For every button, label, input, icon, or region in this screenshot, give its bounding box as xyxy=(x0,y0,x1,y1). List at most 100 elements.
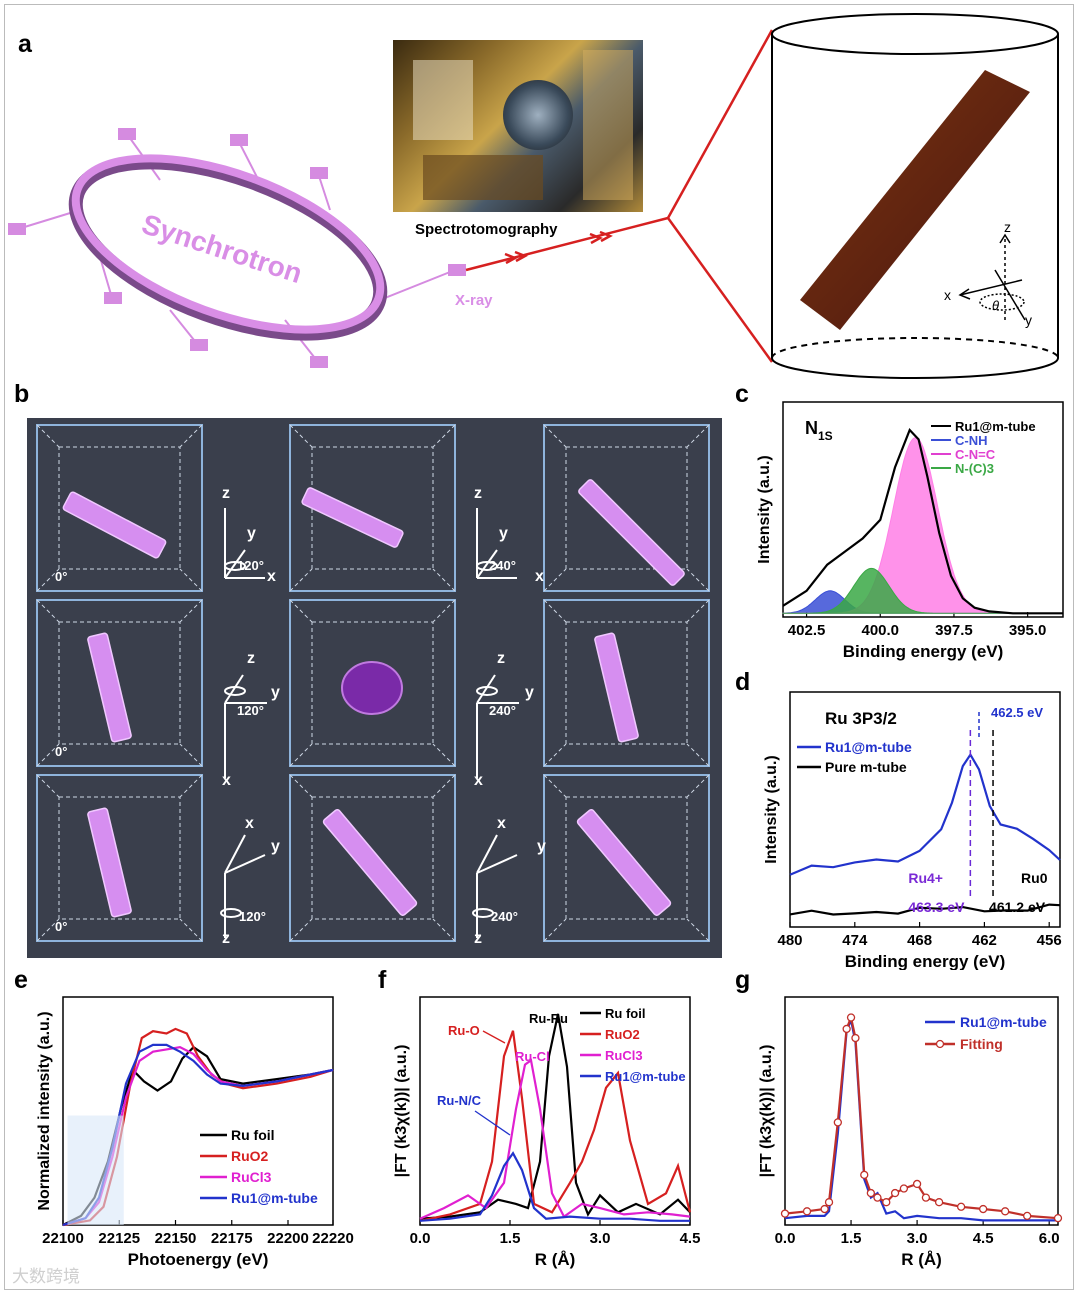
cell-perspective-lines xyxy=(543,599,710,767)
rotation-angle-label: 120° xyxy=(239,909,266,924)
legend-label: RuCl3 xyxy=(605,1048,643,1063)
x-tick-label: 22125 xyxy=(98,1230,140,1247)
cell-border xyxy=(543,599,710,767)
fit-marker xyxy=(842,1024,851,1034)
series-rucl3 xyxy=(419,1058,691,1220)
x-tick-label: 3.0 xyxy=(907,1230,928,1247)
axis-y-label: y xyxy=(537,838,546,855)
angle-0-label: 0° xyxy=(55,919,67,934)
fit-marker xyxy=(820,1204,829,1214)
axis-triad: z y x 240° xyxy=(474,650,534,789)
chart-g-fitting: 0.0 1.5 3.0 4.5 6.0 R (Å) |FT (k3χ(k))| (a.u.)… xyxy=(758,996,1063,1269)
plot-frame xyxy=(784,996,1059,1226)
legend-label: C-N=C xyxy=(955,447,996,462)
legend-label: Ru foil xyxy=(231,1127,275,1143)
cell-border xyxy=(36,599,203,767)
axis-line xyxy=(476,674,496,704)
chart-c-n1s: 402.5 400.0 397.5 395.0 Binding energy (eV) I… xyxy=(756,401,1064,661)
axis-y-label: y xyxy=(525,684,534,701)
axis-x-label: x xyxy=(245,815,254,832)
fit-marker xyxy=(846,1013,856,1022)
plot-frame xyxy=(62,996,334,1226)
fit-marker xyxy=(921,1193,931,1202)
plot-frame xyxy=(419,996,691,1226)
cell-border xyxy=(543,424,710,592)
cell-inner-box xyxy=(565,796,688,920)
series-pure-m-tube xyxy=(789,903,1061,916)
tomo-cell xyxy=(289,599,456,767)
fit-marker xyxy=(899,1184,909,1193)
cell-border xyxy=(36,424,203,592)
x-tick-label: 474 xyxy=(842,932,868,949)
tomo-cell xyxy=(543,774,710,942)
legend-label: RuO2 xyxy=(605,1027,640,1042)
axis-triad: z y x 240° xyxy=(474,485,544,585)
angle-0-label: 0° xyxy=(55,569,67,584)
chart-e-xanes: 22100 22125 22150 22175 22200 22220 Photoenerg… xyxy=(36,996,354,1269)
chart-d-ru3p: 480 474 468 462 456 Binding energy (eV) Intens… xyxy=(763,691,1062,970)
x-axis-label: R (Å) xyxy=(535,1250,576,1269)
ru-o-label: Ru-O xyxy=(448,1023,480,1038)
tube-cross-section xyxy=(341,661,403,715)
ru-ru-label: Ru-Ru xyxy=(529,1011,568,1026)
legend-label: Ru foil xyxy=(605,1006,645,1021)
axis-z-label: z xyxy=(474,485,482,502)
cell-perspective-lines xyxy=(289,599,456,767)
rotation-angle-label: 240° xyxy=(489,703,516,718)
tube-render xyxy=(594,632,639,743)
axis-z-label: z xyxy=(1004,219,1011,235)
series-ru-foil xyxy=(419,1013,691,1220)
axis-y-label: y xyxy=(499,525,508,542)
x-tick-label: 1.5 xyxy=(841,1230,862,1247)
cell-perspective-lines xyxy=(289,424,456,592)
legend-label: C-NH xyxy=(955,433,988,448)
axis-x-label: x xyxy=(497,815,506,832)
rotation-arrow xyxy=(472,908,494,918)
tube-render xyxy=(576,809,672,916)
x-tick-label: 4.5 xyxy=(973,1230,994,1247)
chart-f-exafs: 0.0 1.5 3.0 4.5 R (Å) |FT (k3χ(k))| (a.u.) Ru … xyxy=(393,996,700,1269)
synchrotron-label: Synchrotron xyxy=(138,208,306,289)
cell-border xyxy=(289,599,456,767)
y-axis-label: Intensity (a.u.) xyxy=(756,455,773,563)
x-tick-label: 22220 xyxy=(312,1230,354,1247)
panel-b-svg: 0°0°0°zyx120°zyx240°zyx120°zyx240°xyz120… xyxy=(36,424,710,947)
cell-inner-box xyxy=(58,796,181,920)
panel-letter-c: c xyxy=(735,380,749,408)
tomo-cell xyxy=(543,599,710,767)
x-tick-label: 462 xyxy=(972,932,997,949)
fit-marker xyxy=(824,1198,834,1207)
legend-label: N-(C)3 xyxy=(955,461,994,476)
plot-frame xyxy=(782,401,1064,618)
series-fitting xyxy=(784,1013,1059,1220)
fit-marker xyxy=(882,1198,891,1207)
ru4-label: Ru4+ xyxy=(908,870,943,886)
panel-letter-a: a xyxy=(18,30,32,58)
chart-title: N xyxy=(805,418,818,438)
x-tick-label: 6.0 xyxy=(1039,1230,1060,1247)
fit-marker xyxy=(860,1170,869,1179)
tube-render xyxy=(62,491,167,559)
legend-label: Ru1@m-tube xyxy=(960,1014,1047,1030)
axis-line xyxy=(476,549,498,579)
tomo-cell xyxy=(543,424,710,592)
axis-x-label: x xyxy=(944,287,951,303)
fit-marker xyxy=(934,1198,944,1207)
angle-0-label: 0° xyxy=(55,744,67,759)
x-tick-label: 1.5 xyxy=(500,1230,521,1247)
axis-z-label: z xyxy=(474,930,482,947)
ru0-label: Ru0 xyxy=(1021,870,1048,886)
cell-inner-box xyxy=(565,446,688,570)
axis-line xyxy=(224,674,244,704)
x-tick-label: 468 xyxy=(907,932,932,949)
x-tick-label: 402.5 xyxy=(788,622,826,639)
fit-marker xyxy=(873,1193,882,1202)
spectrotomography-photo xyxy=(393,40,643,212)
axis-z-label: z xyxy=(497,650,505,667)
cell-perspective-lines xyxy=(36,599,203,767)
fit-marker xyxy=(890,1188,900,1198)
cell-inner-box xyxy=(311,621,434,745)
x-tick-label: 22100 xyxy=(42,1230,84,1247)
